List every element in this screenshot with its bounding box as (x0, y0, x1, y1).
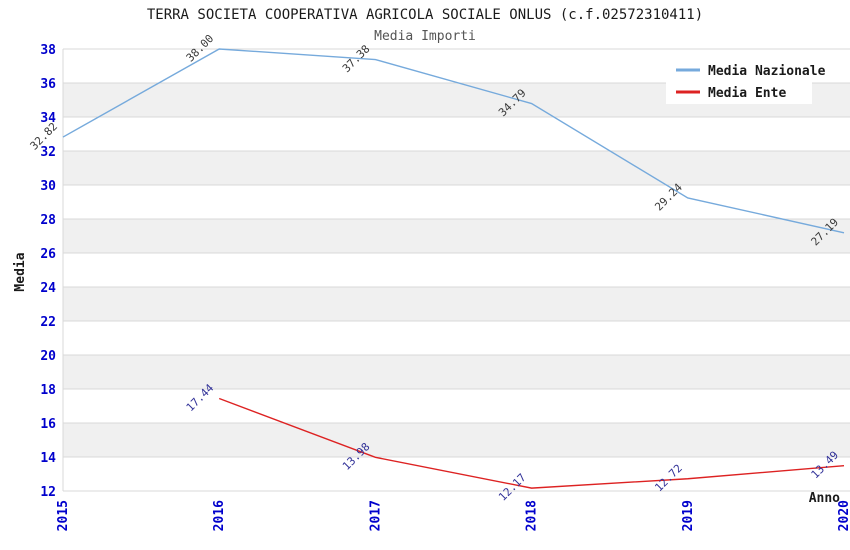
legend: Media Nazionale Media Ente (666, 56, 826, 104)
x-tick-label: 2019 (681, 500, 696, 531)
y-tick-label: 24 (40, 281, 56, 296)
series-line-0 (62, 48, 845, 234)
series-line-1 (218, 397, 845, 489)
x-tick-label: 2020 (837, 500, 850, 531)
data-point-label: 12.17 (496, 471, 529, 504)
grid-band (63, 219, 850, 253)
chart-title: TERRA SOCIETA COOPERATIVA AGRICOLA SOCIA… (147, 7, 703, 23)
y-tick-label: 38 (40, 43, 56, 58)
x-axis-tick-labels: 2015 2016 2017 2018 2019 2020 (56, 500, 850, 531)
y-tick-label: 12 (40, 485, 56, 500)
y-tick-label: 18 (40, 383, 56, 398)
y-tick-label: 28 (40, 213, 56, 228)
y-tick-label: 26 (40, 247, 56, 262)
chart-subtitle: Media Importi (374, 29, 476, 44)
y-tick-label: 36 (40, 77, 56, 92)
grid-band (63, 287, 850, 321)
y-tick-label: 32 (40, 145, 56, 160)
legend-box (666, 56, 812, 104)
data-point-label: 12.72 (652, 462, 685, 495)
x-tick-label: 2018 (525, 500, 540, 531)
gridlines (62, 48, 850, 492)
x-tick-label: 2016 (212, 500, 227, 531)
legend-label-media-ente: Media Ente (708, 86, 786, 101)
y-tick-label: 20 (40, 349, 56, 364)
series-lines (62, 48, 845, 489)
x-axis-title: Anno (809, 491, 840, 506)
grid-band (63, 423, 850, 457)
data-point-label: 29.24 (652, 181, 685, 214)
y-tick-label: 14 (40, 451, 56, 466)
y-axis-tick-labels: 12 14 16 18 20 22 24 26 28 30 32 34 36 38 (40, 43, 56, 500)
x-tick-label: 2017 (368, 500, 383, 531)
y-tick-label: 34 (40, 111, 56, 126)
y-tick-label: 16 (40, 417, 56, 432)
grid-band (63, 151, 850, 185)
x-tick-label: 2015 (56, 500, 71, 531)
y-tick-label: 22 (40, 315, 56, 330)
y-axis-title: Media (13, 252, 28, 291)
legend-label-media-nazionale: Media Nazionale (708, 64, 826, 79)
grid-band (63, 355, 850, 389)
grid-bands (63, 83, 850, 457)
y-tick-label: 30 (40, 179, 56, 194)
